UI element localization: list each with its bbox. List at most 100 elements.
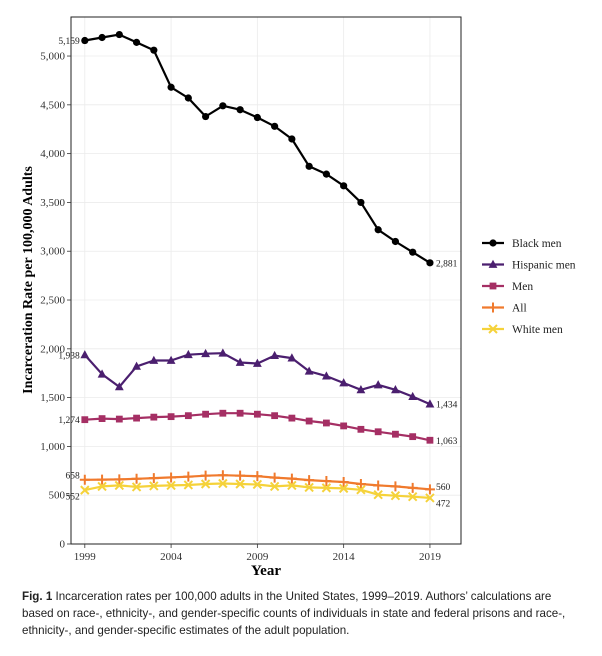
data-point-white-men bbox=[338, 483, 349, 494]
data-point-all bbox=[355, 478, 366, 489]
caption-text: Incarceration rates per 100,000 adults i… bbox=[22, 590, 566, 637]
data-point-white-men bbox=[425, 493, 435, 503]
data-point-hispanic-men bbox=[339, 378, 349, 387]
y-tick-label: 4,000 bbox=[40, 148, 65, 160]
data-point-white-men bbox=[149, 481, 159, 491]
legend-label: White men bbox=[512, 324, 563, 336]
data-point-hispanic-men bbox=[218, 348, 228, 357]
data-point-men bbox=[340, 422, 348, 430]
data-point-all bbox=[269, 472, 280, 483]
line-chart: 0 500 1,000 1,500 2,000 2,500 3,000 3,500 4,000 4… bbox=[21, 16, 576, 579]
x-tick-label: 1999 bbox=[74, 551, 97, 563]
data-point-white-men bbox=[321, 483, 332, 493]
data-point-men bbox=[253, 410, 261, 418]
figure-caption: Fig. 1 Incarceration rates per 100,000 a… bbox=[22, 588, 582, 639]
data-point-all bbox=[200, 470, 211, 481]
data-point-hispanic-men bbox=[97, 369, 107, 378]
data-point-white-men bbox=[218, 478, 228, 489]
data-point-black-men bbox=[391, 237, 400, 246]
series-white-men bbox=[80, 478, 435, 503]
data-point-men bbox=[115, 415, 123, 423]
data-point-white-men bbox=[407, 491, 418, 502]
y-tick-label: 4,500 bbox=[40, 99, 65, 111]
data-point-hispanic-men bbox=[183, 349, 193, 359]
data-point-white-men bbox=[200, 479, 211, 489]
data-point-white-men bbox=[235, 479, 245, 489]
data-point-black-men bbox=[305, 162, 313, 170]
data-point-hispanic-men bbox=[304, 366, 314, 375]
data-point-all bbox=[338, 477, 349, 488]
start-label-hispanic-men: 1,938 bbox=[58, 351, 80, 361]
data-point-all bbox=[97, 474, 108, 485]
plot-frame bbox=[70, 16, 462, 545]
data-point-men bbox=[357, 425, 365, 433]
data-point-white-men bbox=[97, 481, 107, 492]
data-point-white-men bbox=[131, 482, 142, 492]
data-point-black-men bbox=[340, 182, 348, 190]
data-point-all bbox=[114, 474, 125, 485]
data-point-black-men bbox=[236, 106, 244, 114]
caption-label: Fig. 1 bbox=[22, 590, 53, 603]
data-point-white-men bbox=[373, 490, 383, 500]
data-point-white-men bbox=[287, 480, 297, 491]
data-point-men bbox=[202, 410, 210, 418]
data-point-all bbox=[321, 476, 332, 487]
x-tick-label: 2019 bbox=[419, 551, 442, 563]
data-point-all bbox=[131, 473, 142, 484]
data-point-hispanic-men bbox=[132, 361, 141, 370]
data-point-white-men bbox=[304, 482, 314, 493]
data-point-hispanic-men bbox=[287, 353, 297, 362]
legend: Black men Hispanic men Men All White men bbox=[482, 238, 576, 336]
data-point-black-men bbox=[322, 170, 330, 178]
start-label-black-men: 5,159 bbox=[58, 37, 80, 47]
data-point-hispanic-men bbox=[321, 371, 331, 380]
data-point-black-men bbox=[219, 102, 227, 110]
data-point-black-men bbox=[202, 112, 210, 121]
x-tick-label: 2014 bbox=[333, 551, 356, 563]
data-point-all bbox=[407, 482, 418, 493]
data-point-white-men bbox=[166, 480, 176, 491]
data-point-all bbox=[217, 470, 228, 481]
data-point-hispanic-men bbox=[201, 348, 211, 358]
data-point-black-men bbox=[409, 248, 417, 256]
data-point-all bbox=[183, 471, 194, 482]
data-point-hispanic-men bbox=[252, 358, 262, 367]
data-point-black-men bbox=[115, 30, 123, 39]
data-point-hispanic-men bbox=[373, 380, 383, 389]
series-all bbox=[79, 470, 435, 495]
legend-item-all: All bbox=[482, 302, 527, 315]
data-point-men bbox=[305, 417, 313, 425]
data-point-all bbox=[424, 484, 435, 495]
data-point-all bbox=[252, 471, 263, 482]
data-point-men bbox=[392, 430, 399, 438]
axes: 0 500 1,000 1,500 2,000 2,500 3,000 3,500 4,000 4… bbox=[40, 51, 441, 563]
data-point-hispanic-men bbox=[80, 350, 90, 359]
end-label-black-men: 2,881 bbox=[436, 259, 458, 269]
data-point-hispanic-men bbox=[408, 391, 418, 401]
data-point-black-men bbox=[426, 259, 434, 267]
data-point-all bbox=[166, 472, 177, 483]
y-tick-label: 0 bbox=[60, 539, 66, 551]
legend-swatch-marker bbox=[488, 302, 498, 313]
data-point-black-men bbox=[253, 113, 261, 122]
y-tick-label: 500 bbox=[49, 490, 66, 502]
data-point-black-men bbox=[374, 226, 382, 234]
legend-swatch-marker bbox=[489, 282, 497, 290]
legend-label: All bbox=[512, 303, 527, 315]
legend-item-men: Men bbox=[482, 281, 533, 293]
data-point-white-men bbox=[80, 485, 90, 495]
end-label-hispanic-men: 1,434 bbox=[436, 401, 458, 411]
data-point-men bbox=[184, 412, 192, 420]
data-point-white-men bbox=[114, 480, 125, 491]
data-point-men bbox=[409, 433, 417, 441]
data-point-men bbox=[322, 419, 330, 427]
data-point-white-men bbox=[390, 490, 401, 501]
data-point-hispanic-men bbox=[425, 399, 435, 408]
y-tick-label: 3,500 bbox=[40, 197, 65, 209]
legend-item-black-men: Black men bbox=[482, 238, 562, 250]
data-point-all bbox=[148, 473, 159, 484]
y-tick-label: 1,500 bbox=[40, 392, 65, 404]
data-point-all bbox=[79, 474, 90, 485]
data-point-hispanic-men bbox=[149, 355, 159, 364]
data-point-black-men bbox=[98, 33, 106, 42]
